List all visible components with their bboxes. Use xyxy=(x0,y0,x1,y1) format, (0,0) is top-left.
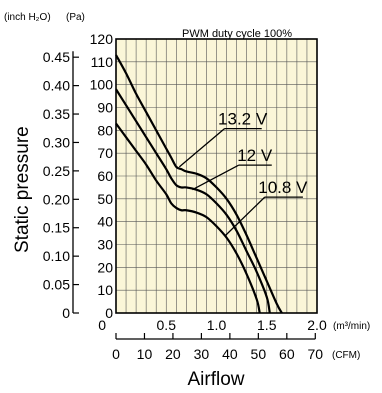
m3min-tick-label: 1.5 xyxy=(257,317,277,333)
cfm-tick-label: 10 xyxy=(137,346,153,362)
pa-tick-label: 110 xyxy=(91,54,114,70)
series-line xyxy=(115,122,261,314)
chart-title: PWM duty cycle 100% xyxy=(182,28,292,40)
series-label: 10.8 V xyxy=(258,178,308,197)
pa-tick-label: 20 xyxy=(97,259,113,275)
inch-h2o-tick-label: 0.15 xyxy=(43,220,70,236)
y-axis-title: Static pressure xyxy=(12,126,33,253)
cfm-tick-label: 20 xyxy=(165,346,181,362)
inch-h2o-unit-label: (inch H₂O) xyxy=(4,12,51,23)
m3min-tick-label: 0.5 xyxy=(157,317,177,333)
series-labels: 13.2 V 12 V 10.8 V xyxy=(178,110,308,236)
inch-h2o-tick-label: 0.25 xyxy=(43,163,70,179)
m3min-unit-label: (m³/min) xyxy=(333,321,370,332)
pa-tick-label: 120 xyxy=(90,31,114,47)
series-label: 13.2 V xyxy=(218,110,268,129)
cfm-tick-label: 70 xyxy=(308,346,324,362)
cfm-unit-label: (CFM) xyxy=(332,350,360,361)
series-line xyxy=(115,54,283,314)
cfm-ticks: 0 10 20 30 40 50 60 70 xyxy=(112,333,323,362)
m3min-tick-label: 0 xyxy=(98,317,106,333)
series-label-leader xyxy=(192,164,239,191)
inch-h2o-ticks: 0 0.05 0.10 0.15 0.20 0.25 0.30 0.35 0.40 0.45 xyxy=(43,49,79,321)
pa-tick-label: 40 xyxy=(97,214,113,230)
pa-tick-label: 10 xyxy=(97,282,113,298)
grid-lines xyxy=(116,39,317,313)
inch-h2o-tick-label: 0.45 xyxy=(43,49,70,65)
cfm-tick-label: 60 xyxy=(279,346,295,362)
pa-tick-label: 30 xyxy=(97,237,113,253)
pa-tick-label: 50 xyxy=(97,191,113,207)
pa-tick-label: 80 xyxy=(97,122,113,138)
cfm-tick-label: 40 xyxy=(222,346,238,362)
inch-h2o-tick-label: 0.35 xyxy=(43,106,70,122)
series-line xyxy=(115,88,271,314)
inch-h2o-tick-label: 0.20 xyxy=(43,191,70,207)
pa-ticks: 0 10 20 30 40 50 60 70 80 90 100 110 120 xyxy=(90,31,114,321)
series-label: 12 V xyxy=(237,146,273,165)
inch-h2o-tick-label: 0 xyxy=(62,305,70,321)
series-label-leader xyxy=(178,128,225,168)
pa-tick-label: 0 xyxy=(105,305,113,321)
cfm-tick-label: 30 xyxy=(194,346,210,362)
pa-tick-label: 70 xyxy=(97,145,113,161)
cfm-tick-label: 50 xyxy=(251,346,267,362)
inch-h2o-tick-label: 0.10 xyxy=(43,248,70,264)
series-label-leader xyxy=(225,196,266,236)
plot-frame xyxy=(115,38,318,314)
inch-h2o-tick-label: 0.40 xyxy=(43,78,70,94)
series-lines xyxy=(115,54,283,314)
inch-h2o-tick-label: 0.05 xyxy=(43,277,70,293)
m3min-ticks: 0 0.5 1.0 1.5 2.0 xyxy=(98,317,327,333)
m3min-tick-label: 1.0 xyxy=(207,317,227,333)
inch-h2o-tick-label: 0.30 xyxy=(43,134,70,150)
pa-tick-label: 60 xyxy=(97,168,113,184)
pa-tick-label: 90 xyxy=(97,100,113,116)
pa-unit-label: (Pa) xyxy=(66,12,85,23)
pa-tick-label: 100 xyxy=(90,77,114,93)
cfm-tick-label: 0 xyxy=(112,346,120,362)
x-axis-title: Airflow xyxy=(187,369,244,390)
m3min-tick-label: 2.0 xyxy=(307,317,327,333)
